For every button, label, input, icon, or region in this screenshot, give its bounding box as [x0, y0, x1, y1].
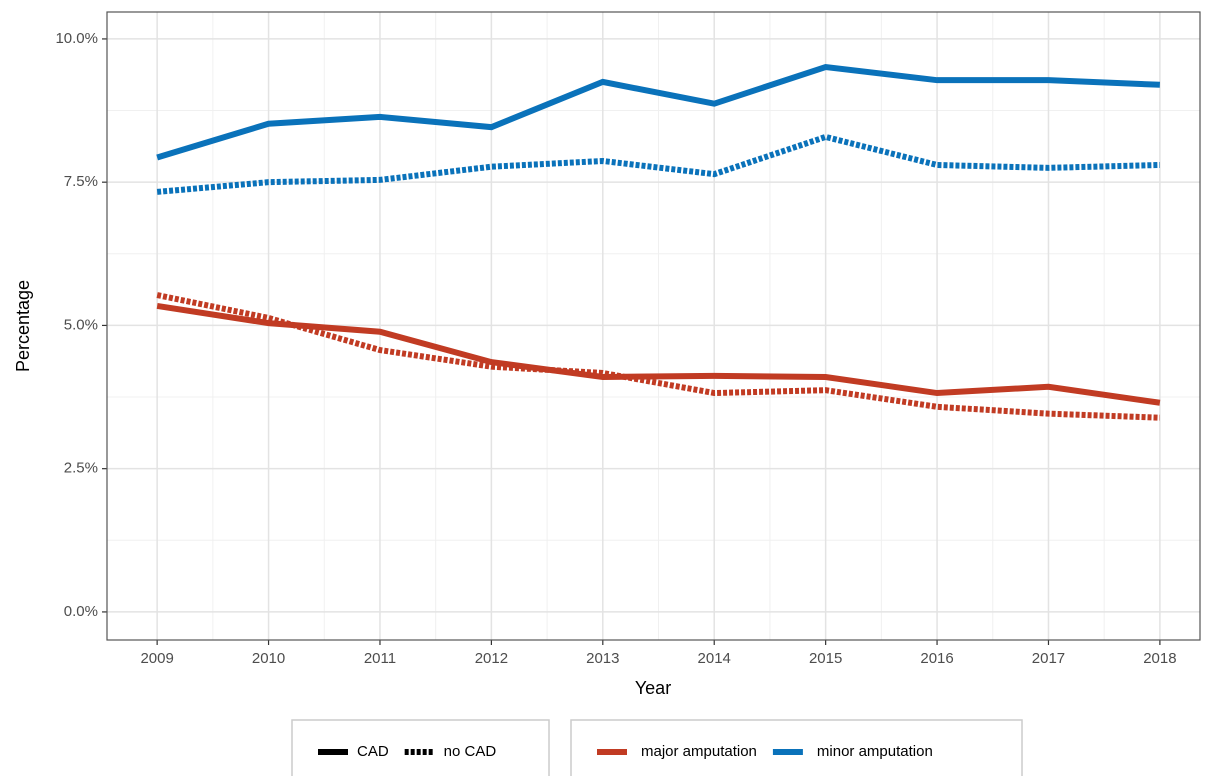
x-tick-label: 2015: [809, 650, 842, 667]
y-tick-label: 7.5%: [64, 173, 98, 190]
x-tick-label: 2013: [586, 650, 619, 667]
x-tick-label: 2014: [698, 650, 731, 667]
x-tick-label: 2017: [1032, 650, 1065, 667]
x-tick-label: 2016: [920, 650, 953, 667]
x-tick-label: 2010: [252, 650, 285, 667]
y-axis-title: Percentage: [13, 280, 33, 372]
x-tick-label: 2012: [475, 650, 508, 667]
legend-label: major amputation: [641, 743, 757, 760]
line: [156, 63, 1161, 161]
panel-border: [106, 11, 1201, 641]
y-tick-label: 10.0%: [55, 30, 98, 47]
y-tick-label: 2.5%: [64, 460, 98, 477]
legend-label: minor amputation: [817, 743, 933, 760]
x-tick-label: 2011: [364, 650, 396, 667]
y-tick-label: 5.0%: [64, 316, 98, 333]
line: [156, 133, 1160, 195]
linetype-legend-box: [291, 719, 550, 776]
line: [156, 292, 1160, 421]
x-axis-title: Year: [635, 678, 671, 698]
x-tick-label: 2009: [140, 650, 173, 667]
line: [156, 302, 1161, 406]
y-tick-label: 0.0%: [64, 603, 98, 620]
legend-label: no CAD: [444, 743, 497, 760]
legend-label: CAD: [357, 743, 389, 760]
x-tick-label: 2018: [1143, 650, 1176, 667]
color-legend-box: [570, 719, 1023, 776]
